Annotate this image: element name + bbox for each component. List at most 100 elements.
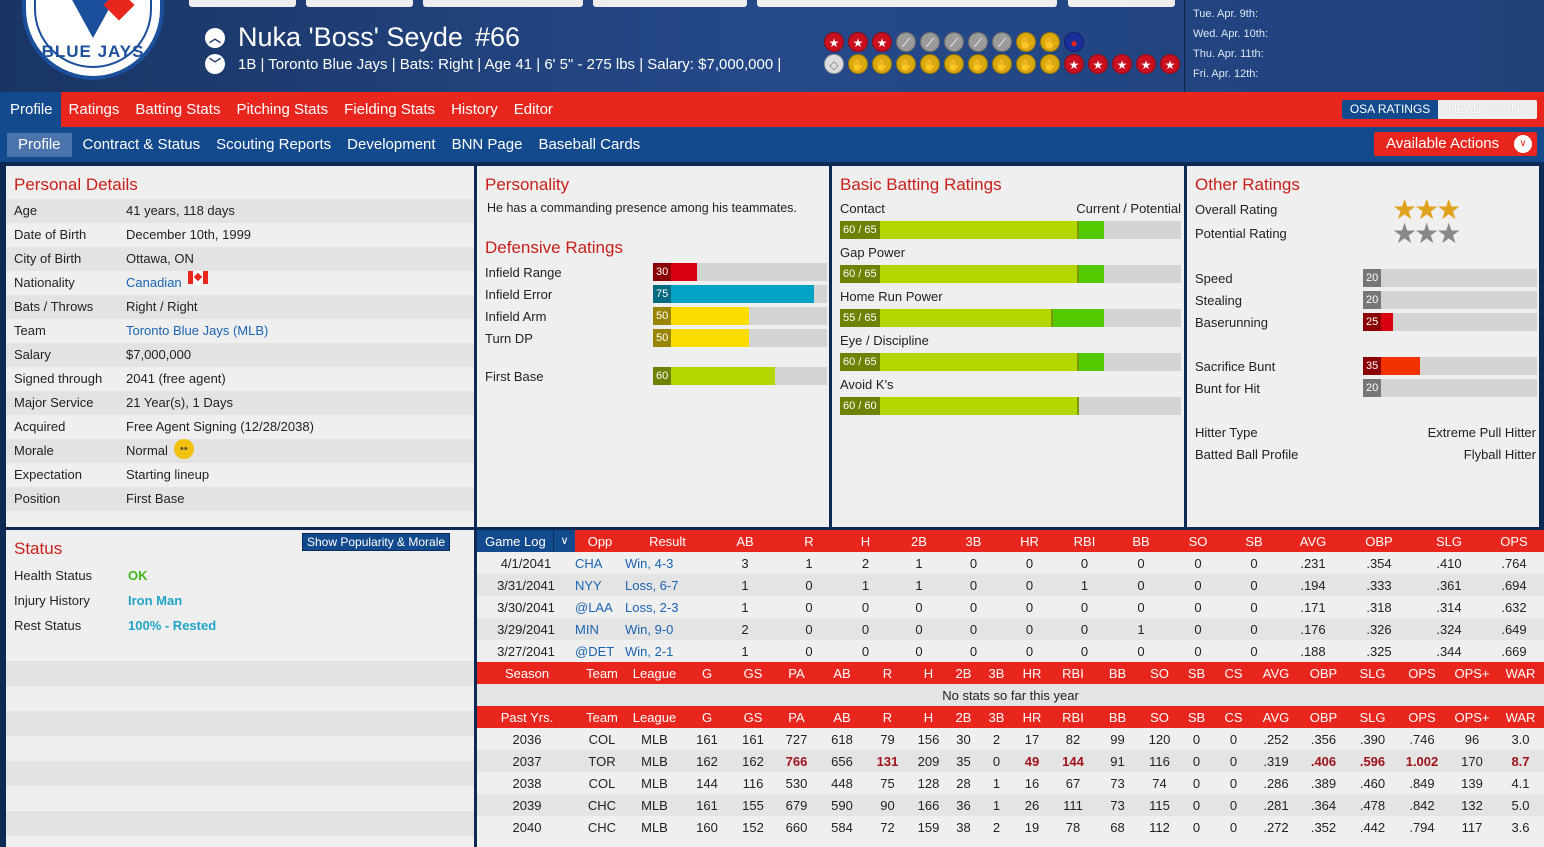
column-header[interactable]: 2B (893, 530, 945, 552)
column-header[interactable]: OPS (1484, 530, 1544, 552)
column-header[interactable]: Season (477, 662, 577, 684)
column-header[interactable]: AVG (1253, 706, 1299, 728)
column-header[interactable]: SLG (1348, 662, 1397, 684)
top-button[interactable] (306, 0, 413, 7)
tab-editor[interactable]: Editor (513, 101, 553, 118)
column-header[interactable]: Past Yrs. (477, 706, 577, 728)
column-header[interactable]: SO (1170, 530, 1226, 552)
column-header[interactable]: GS (732, 662, 774, 684)
column-header[interactable]: R (780, 530, 838, 552)
head-scout-option[interactable]: HEAD SCOUT (1438, 100, 1537, 119)
column-header[interactable]: RBI (1051, 662, 1095, 684)
column-header[interactable]: PA (774, 706, 819, 728)
top-button[interactable] (423, 0, 583, 7)
tab-pitching-stats[interactable]: Pitching Stats (236, 101, 329, 118)
subtab-scouting-reports[interactable]: Scouting Reports (216, 135, 332, 153)
column-header[interactable]: Result (625, 530, 710, 552)
tab-ratings[interactable]: Ratings (68, 101, 120, 118)
opponent-link[interactable]: CHA (575, 552, 625, 574)
column-header[interactable]: BB (1112, 530, 1170, 552)
top-button[interactable] (1068, 0, 1175, 7)
subtab-profile[interactable]: Profile (7, 132, 72, 157)
column-header[interactable]: OPS+ (1447, 662, 1497, 684)
opponent-link[interactable]: MIN (575, 618, 625, 640)
column-header[interactable]: Team (577, 706, 627, 728)
column-header[interactable]: AB (819, 706, 865, 728)
previous-player-button[interactable]: ︿ (205, 28, 225, 48)
column-header[interactable]: OPS (1397, 706, 1447, 728)
tab-history[interactable]: History (451, 101, 498, 118)
next-player-button[interactable]: ﹀ (205, 54, 225, 74)
column-header[interactable]: SB (1226, 530, 1282, 552)
opponent-link[interactable]: @DET (575, 640, 625, 662)
column-header[interactable]: OPS (1397, 662, 1447, 684)
column-header[interactable]: AVG (1282, 530, 1344, 552)
column-header[interactable]: HR (1013, 662, 1051, 684)
column-header[interactable]: 2B (947, 662, 980, 684)
column-header[interactable]: WAR (1497, 706, 1544, 728)
detail-value[interactable]: Canadian (126, 275, 182, 290)
column-header[interactable]: WAR (1497, 662, 1544, 684)
column-header[interactable]: SLG (1414, 530, 1484, 552)
column-header[interactable]: H (838, 530, 893, 552)
result-link[interactable]: Win, 4-3 (625, 552, 710, 574)
subtab-baseball-cards[interactable]: Baseball Cards (538, 135, 641, 153)
column-header[interactable]: League (627, 662, 682, 684)
tab-batting-stats[interactable]: Batting Stats (135, 101, 221, 118)
detail-value[interactable]: Toronto Blue Jays (MLB) (126, 323, 269, 338)
column-header[interactable]: GS (732, 706, 774, 728)
opponent-link[interactable]: NYY (575, 574, 625, 596)
column-header[interactable]: G (682, 662, 732, 684)
column-header[interactable]: Opp (575, 530, 625, 552)
column-header[interactable]: H (910, 706, 947, 728)
result-link[interactable]: Win, 2-1 (625, 640, 710, 662)
column-header[interactable]: 2B (947, 706, 980, 728)
column-header[interactable]: CS (1214, 706, 1253, 728)
column-header[interactable]: OBP (1299, 706, 1348, 728)
subtab-contract-status[interactable]: Contract & Status (82, 135, 201, 153)
show-popularity-morale-button[interactable]: Show Popularity & Morale (302, 533, 451, 551)
column-header[interactable]: R (865, 706, 910, 728)
tab-fielding-stats[interactable]: Fielding Stats (344, 101, 436, 118)
top-button[interactable] (593, 0, 747, 7)
osa-ratings-option[interactable]: OSA RATINGS (1341, 100, 1439, 119)
column-header[interactable]: PA (774, 662, 819, 684)
column-header[interactable]: Team (577, 662, 627, 684)
column-header[interactable]: CS (1214, 662, 1253, 684)
result-link[interactable]: Win, 9-0 (625, 618, 710, 640)
column-header[interactable]: AB (819, 662, 865, 684)
column-header[interactable]: BB (1095, 706, 1140, 728)
subtab-bnn-page[interactable]: BNN Page (451, 135, 523, 153)
column-header[interactable]: G (682, 706, 732, 728)
column-header[interactable]: SLG (1348, 706, 1397, 728)
column-header[interactable]: SO (1140, 662, 1179, 684)
column-header[interactable]: SO (1140, 706, 1179, 728)
subtab-development[interactable]: Development (347, 135, 436, 153)
column-header[interactable]: AB (710, 530, 780, 552)
opponent-link[interactable]: @LAA (575, 596, 625, 618)
column-header[interactable]: OPS+ (1447, 706, 1497, 728)
column-header[interactable]: RBI (1057, 530, 1112, 552)
column-header[interactable]: SB (1179, 662, 1214, 684)
column-header[interactable]: AVG (1253, 662, 1299, 684)
column-header[interactable]: H (910, 662, 947, 684)
column-header[interactable]: SB (1179, 706, 1214, 728)
column-header[interactable]: League (627, 706, 682, 728)
column-header[interactable]: HR (1002, 530, 1057, 552)
column-header[interactable]: OBP (1299, 662, 1348, 684)
available-actions-button[interactable]: Available Actions ∨ (1374, 132, 1537, 156)
tab-profile[interactable]: Profile (0, 92, 61, 127)
result-link[interactable]: Loss, 2-3 (625, 596, 710, 618)
result-link[interactable]: Loss, 6-7 (625, 574, 710, 596)
column-header[interactable]: OBP (1344, 530, 1414, 552)
column-header[interactable]: R (865, 662, 910, 684)
column-header[interactable]: HR (1013, 706, 1051, 728)
column-header[interactable]: 3B (945, 530, 1002, 552)
top-button[interactable] (189, 0, 296, 7)
game-log-selector[interactable]: Game Log ∨ (477, 530, 575, 552)
column-header[interactable]: BB (1095, 662, 1140, 684)
column-header[interactable]: 3B (980, 662, 1013, 684)
top-button[interactable] (757, 0, 1057, 7)
column-header[interactable]: RBI (1051, 706, 1095, 728)
column-header[interactable]: 3B (980, 706, 1013, 728)
